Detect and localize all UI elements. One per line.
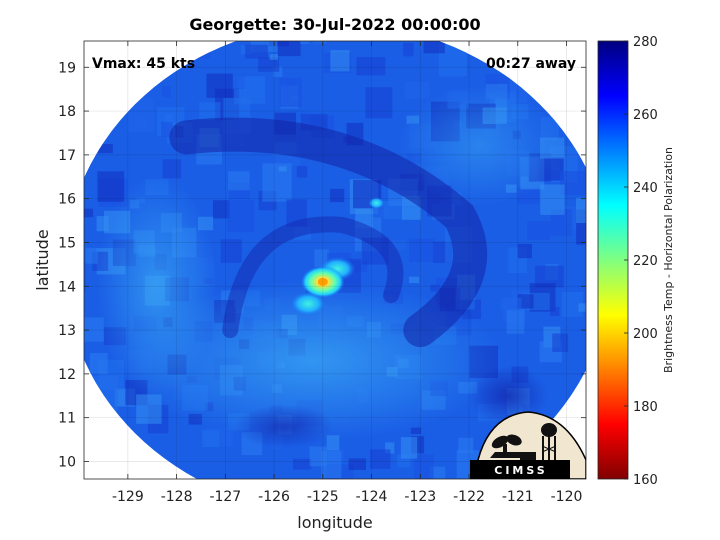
swath-image: [84, 41, 586, 479]
y-tick-label: 11: [58, 411, 76, 427]
colorbar-tick-label: 240: [633, 181, 658, 196]
x-tick-label: -121: [502, 489, 534, 505]
colorbar-tick-label: 180: [633, 400, 658, 415]
x-tick-label: -125: [307, 489, 339, 505]
chart-title: Georgette: 30-Jul-2022 00:00:00: [189, 15, 480, 34]
x-tick-label: -120: [551, 489, 583, 505]
time-away-annotation: 00:27 away: [486, 56, 576, 72]
x-tick-label: -124: [356, 489, 388, 505]
x-tick-label: -126: [258, 489, 290, 505]
cold-feature: [290, 291, 327, 316]
colorbar-tick-label: 220: [633, 254, 658, 269]
x-axis-label: longitude: [297, 513, 372, 532]
swath-disk: [84, 41, 586, 479]
colorbar-tick-label: 160: [633, 473, 658, 488]
y-tick-label: 14: [58, 279, 76, 295]
y-tick-label: 13: [58, 323, 76, 339]
colorbar-ticks: 280 260 240 220 200 180 160: [624, 35, 658, 488]
x-tick-label: -127: [209, 489, 241, 505]
y-tick-label: 19: [58, 60, 76, 76]
y-axis-ticks: 10 11 12 13 14 15 16 17 18 19: [58, 60, 586, 470]
logo-banner: [470, 460, 570, 479]
colorbar-label: Brightness Temp - Horizontal Polarizatio…: [662, 147, 675, 373]
logo-text: CIMSS: [494, 464, 547, 477]
y-tick-label: 15: [58, 235, 76, 251]
x-tick-label: -122: [453, 489, 485, 505]
x-tick-label: -128: [161, 489, 193, 505]
x-tick-label: -123: [404, 489, 436, 505]
y-tick-label: 17: [58, 148, 76, 164]
axes-frame: [83, 40, 587, 480]
x-axis-ticks: -129 -128 -127 -126 -125 -124 -123 -122 -121 -120: [112, 41, 582, 505]
storm-core-min: [317, 277, 328, 286]
x-tick-label: -129: [112, 489, 144, 505]
colorbar: [597, 40, 629, 480]
vmax-annotation: Vmax: 45 kts: [92, 56, 195, 72]
colorbar-tick-label: 280: [633, 35, 658, 50]
gridlines: [84, 41, 586, 479]
y-axis-label: latitude: [33, 229, 52, 290]
cold-feature: [368, 197, 385, 210]
colorbar-tick-label: 260: [633, 108, 658, 123]
y-tick-label: 10: [58, 454, 76, 470]
y-tick-label: 16: [58, 192, 76, 208]
y-tick-label: 12: [58, 367, 76, 383]
y-tick-label: 18: [58, 104, 76, 120]
colorbar-tick-label: 200: [633, 327, 658, 342]
cimss-logo: CIMSS: [470, 411, 586, 479]
